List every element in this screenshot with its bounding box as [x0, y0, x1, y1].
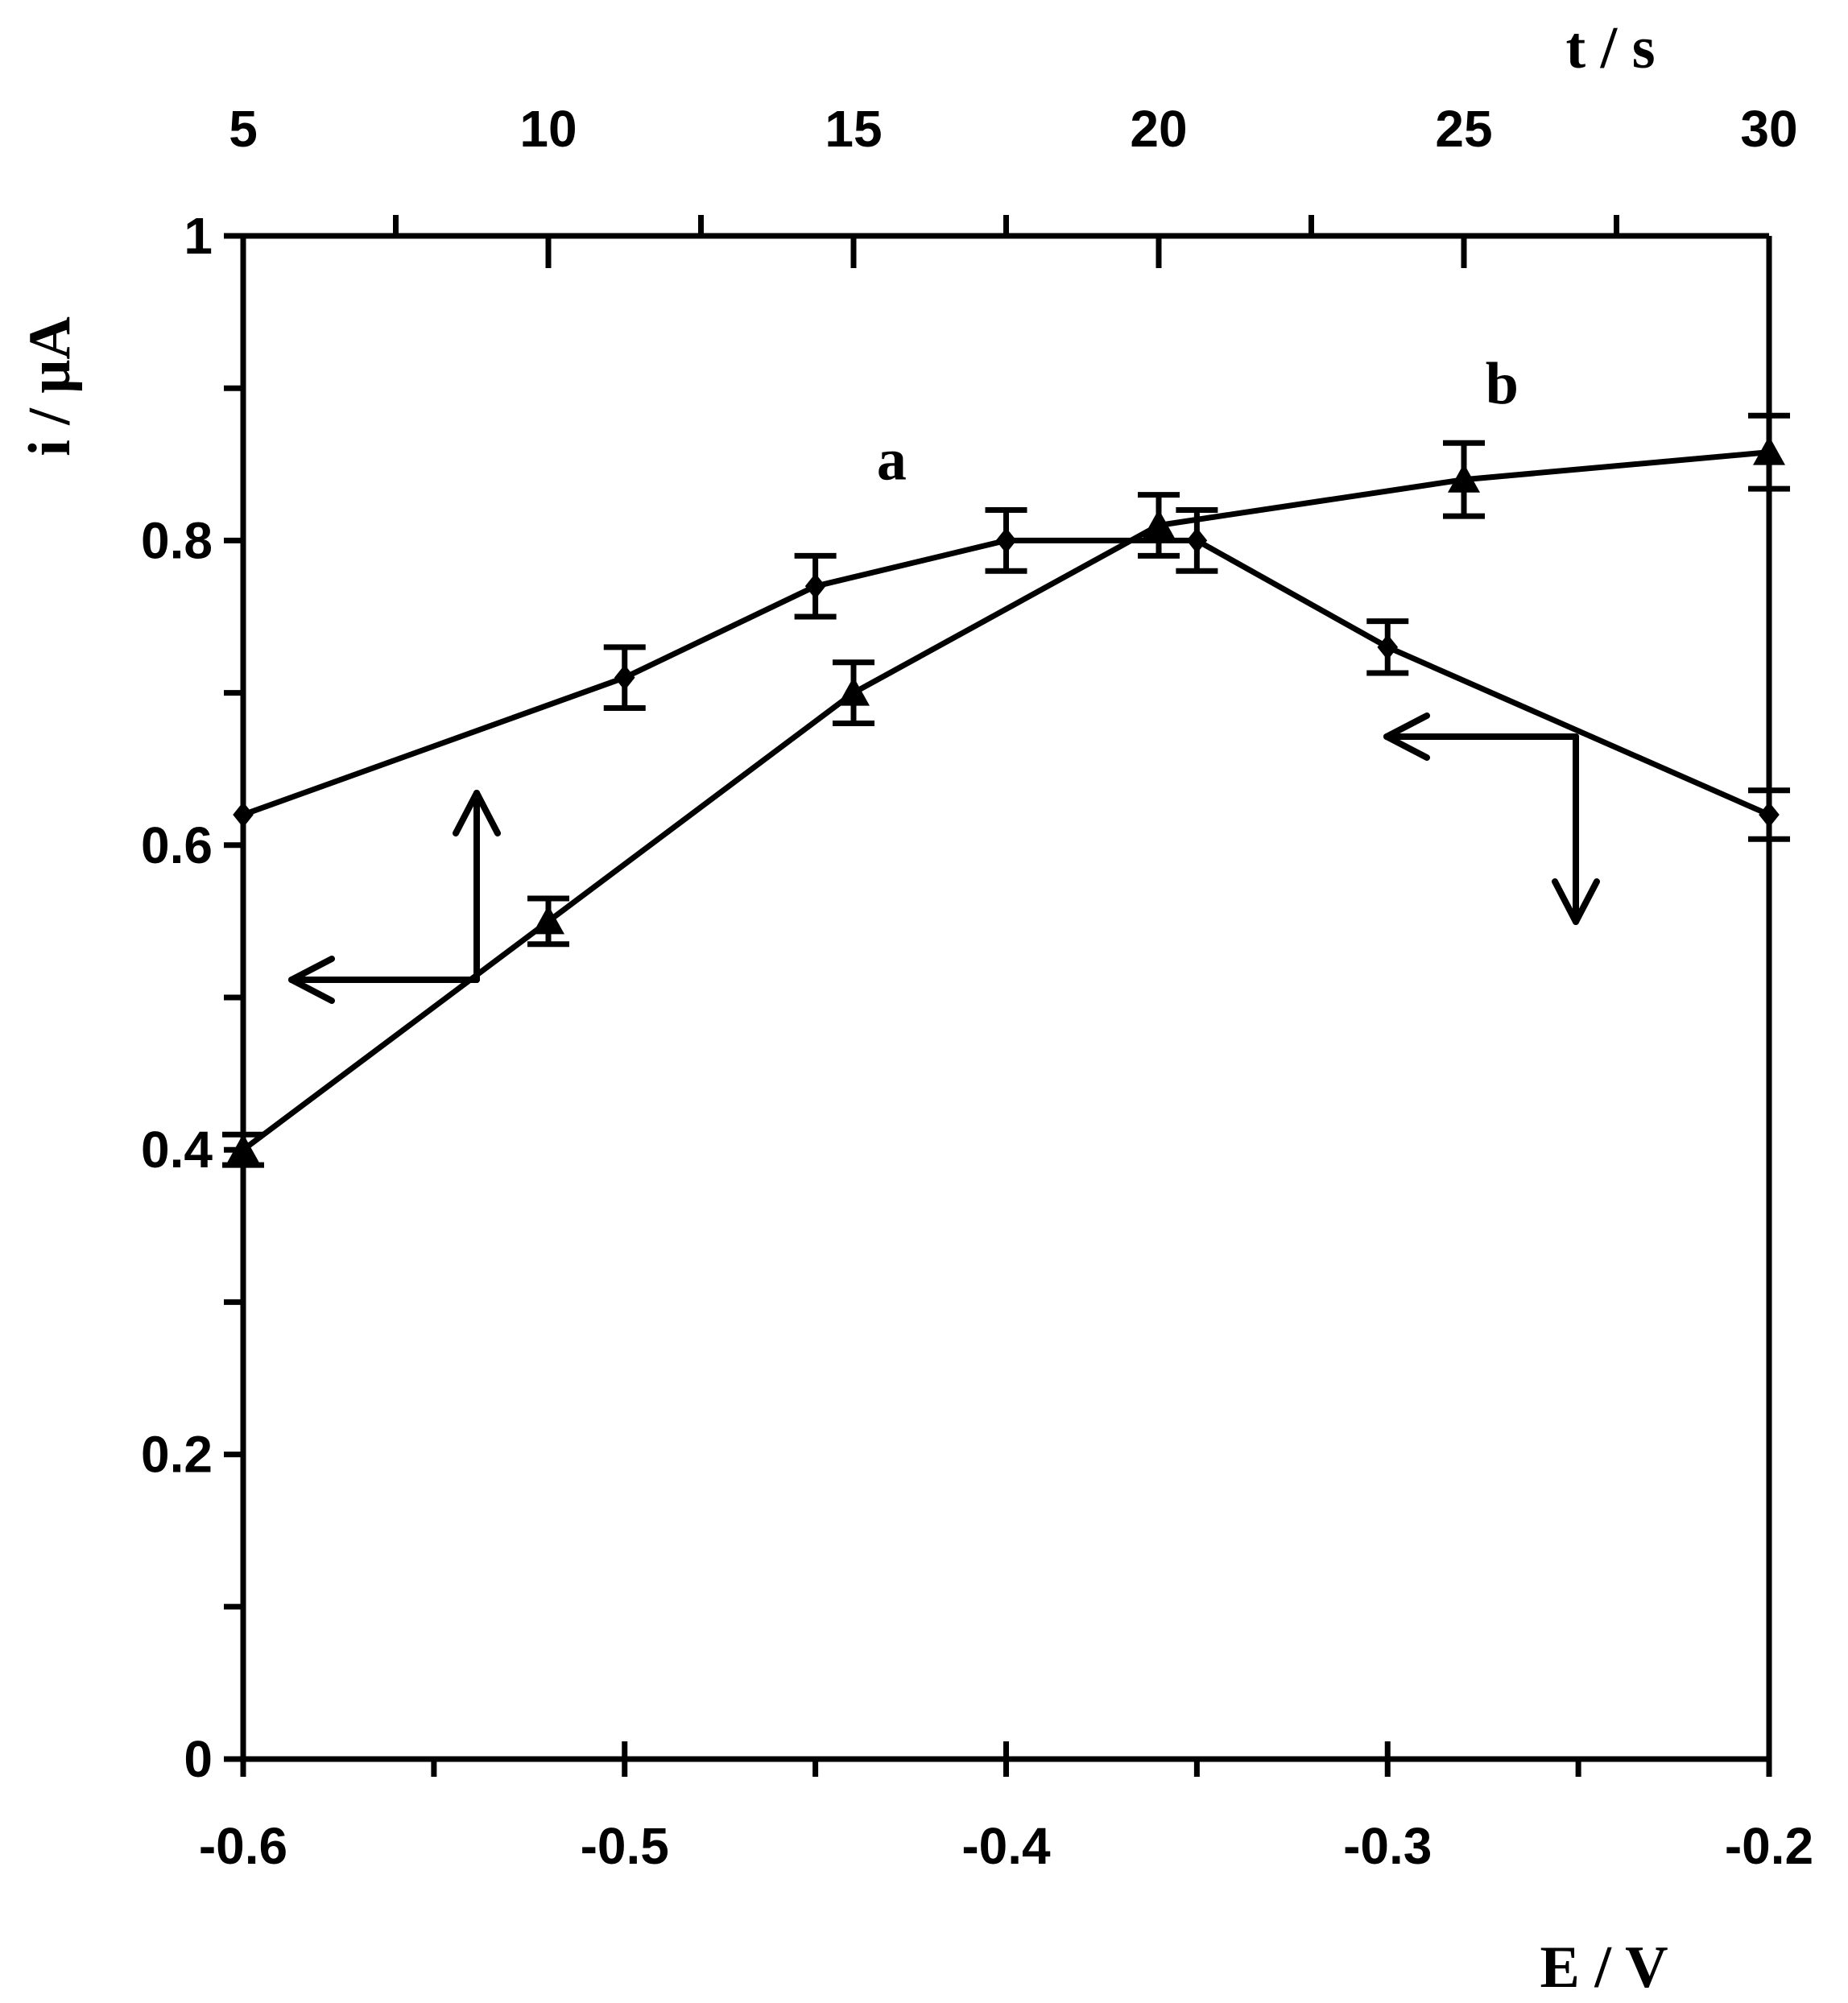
x-top-tick-label: 10 [519, 100, 577, 158]
series-a-point [233, 801, 254, 828]
series-a-point [1377, 634, 1399, 660]
x-top-tick-label: 20 [1130, 100, 1187, 158]
x-top-tick-label: 30 [1740, 100, 1797, 158]
y-tick-label: 0.6 [141, 816, 213, 874]
y-tick-label: 0.4 [141, 1121, 213, 1179]
series-a-point [804, 573, 826, 600]
y-tick-label: 1 [184, 207, 213, 265]
arrow-left-head [288, 956, 335, 1004]
x-top-tick-label: 15 [825, 100, 882, 158]
arrow-left-head [1383, 712, 1430, 761]
series-a-point [1186, 527, 1208, 554]
arrow-down-head [1552, 878, 1600, 925]
series-b-point [532, 905, 564, 935]
arrow-up-head [453, 790, 501, 836]
ticks [224, 215, 1772, 1777]
series-b-line [241, 449, 1770, 1153]
series-b-point [227, 1134, 259, 1163]
series-b-point [1143, 509, 1175, 539]
series [222, 412, 1790, 1168]
x-bottom-tick-label: -0.5 [581, 1817, 669, 1875]
series-a-line [242, 537, 1771, 818]
curve-label-b: b [1486, 351, 1519, 417]
series-a-point [1759, 801, 1780, 828]
x-bottom-tick-label: -0.6 [199, 1817, 287, 1875]
series-b-point [837, 676, 870, 706]
y-axis-title: i / μA [17, 316, 83, 456]
x-bottom-tick-label: -0.3 [1343, 1817, 1432, 1875]
x-top-tick-label: 25 [1435, 100, 1492, 158]
labels: -0.6 -0.5 -0.4 -0.3 -0.2 5 10 15 20 25 30 0 0.2 0.4 0.… [17, 15, 1813, 2001]
x-bottom-tick-label: -0.2 [1725, 1817, 1813, 1875]
axes [240, 233, 1772, 1762]
x-bottom-tick-label: -0.4 [961, 1817, 1051, 1875]
series-a-point [995, 527, 1017, 554]
series-a-point [614, 664, 635, 691]
y-tick-label: 0.8 [141, 511, 213, 569]
series-b-point [1753, 436, 1785, 465]
series-b-point [1448, 463, 1480, 493]
x-bottom-axis-title: E / V [1540, 1935, 1668, 2001]
x-top-tick-label: 5 [229, 100, 258, 158]
curve-label-a: a [877, 427, 907, 494]
y-tick-label: 0 [184, 1730, 213, 1788]
x-top-axis-title: t / s [1566, 15, 1656, 81]
axis-indicator-arrows [288, 712, 1600, 1004]
y-tick-label: 0.2 [141, 1426, 213, 1484]
